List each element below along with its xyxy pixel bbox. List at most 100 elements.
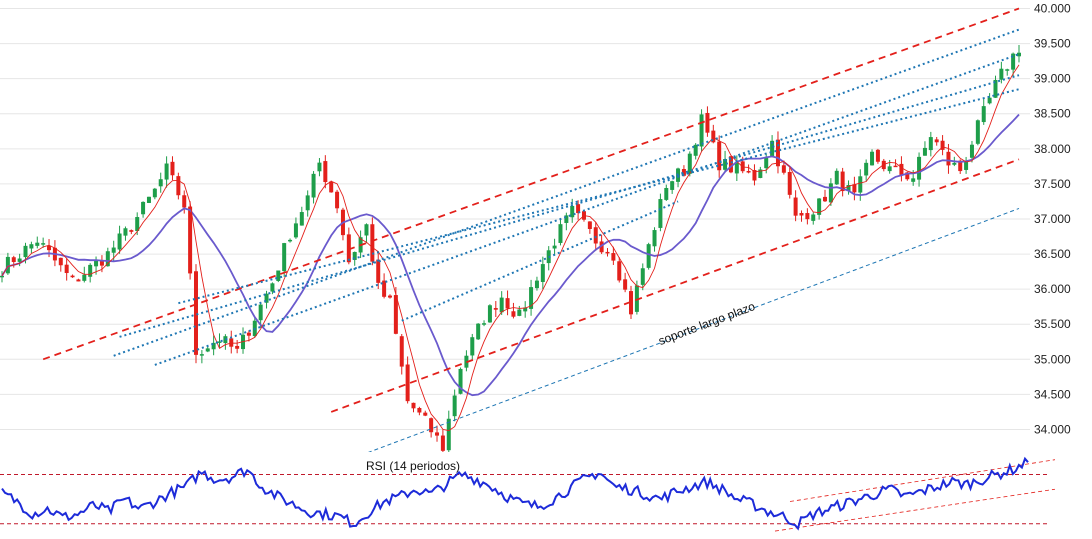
candle-body [282,243,287,272]
candle-body [552,245,557,249]
candle-body [740,161,745,172]
candle-body [276,270,281,281]
candle-body [752,170,757,181]
support-label: soporte largo plazo [657,299,758,348]
price-chart: 40.000 39.500 39.000 38.500 38.000 37.500 37.0… [0,2,1071,452]
candle-body [969,144,974,158]
candle-body [435,432,440,436]
candle-body [288,239,293,242]
candle-body [975,120,980,144]
y-tick-label: 34.000 [1034,422,1071,436]
candle-body [875,149,880,162]
parallel-line [178,88,1020,305]
y-tick-label: 39.000 [1034,72,1071,86]
y-tick-label: 38.500 [1034,107,1071,121]
candle-body [323,161,328,183]
candle-body [940,140,945,150]
candle-body [693,144,698,156]
rsi-title: RSI (14 periodos) [366,459,460,473]
candle-body [99,260,104,266]
candle-body [335,191,340,209]
candle-body [699,114,704,147]
candles [0,45,1021,452]
candle-body [811,214,816,221]
candle-body [417,408,422,413]
candle-body [217,341,222,343]
candle-body [529,287,534,309]
candle-body [105,251,110,267]
candle-body [235,345,240,349]
candle-body [182,195,187,208]
candle-body [617,261,622,281]
candle-body [781,165,786,173]
candle-body [393,295,398,334]
candle-body [511,311,516,317]
candle-body [999,68,1004,80]
candle-body [317,162,322,172]
candle-body [905,172,910,180]
candle-body [111,247,116,253]
candle-body [41,243,46,245]
candle-body [382,280,387,297]
y-tick-label: 35.500 [1034,317,1071,331]
candle-body [193,271,198,355]
y-tick-label: 36.000 [1034,282,1071,296]
candle-body [223,336,228,344]
candle-body [893,165,898,168]
candle-body [587,221,592,229]
candle-body [870,151,875,166]
candle-body [17,258,22,262]
candle-body [728,156,733,173]
candle-body [629,291,634,315]
candle-body [711,130,716,143]
candle-body [370,224,375,262]
candle-body [758,169,763,178]
channel-line-lower [330,158,1020,413]
y-tick-label: 36.500 [1034,247,1071,261]
candle-body [146,196,151,203]
candle-body [293,223,298,238]
parallel-line [113,28,1020,357]
candle-body [987,97,992,104]
candle-body [476,323,481,340]
candle-body [47,245,52,251]
candle-body [734,162,739,174]
candle-body [440,435,445,451]
candle-body [164,163,169,180]
candle-body [864,162,869,176]
candle-body [176,176,181,196]
candle-body [429,418,434,433]
candle-body [23,245,28,258]
candle-body [423,412,428,416]
candle-body [270,283,275,292]
candle-body [411,402,416,409]
candle-body [928,137,933,151]
candle-body [82,274,87,281]
candle-body [917,156,922,180]
candle-body [952,162,957,165]
candle-body [658,199,663,228]
candle-body [458,368,463,394]
candle-body [499,297,504,313]
candle-body [188,206,193,274]
candle-body [746,171,751,173]
candle-body [141,201,146,215]
candle-body [94,260,99,267]
candle-body [840,171,845,192]
candle-body [640,268,645,285]
candle-body [446,418,451,451]
candle-body [664,187,669,200]
candle-body [846,185,851,192]
y-tick-label: 39.500 [1034,37,1071,51]
candle-body [705,112,710,133]
parallel-line [119,74,1020,338]
candle-body [346,234,351,263]
candle-body [517,309,522,316]
candle-body [405,364,410,402]
candle-body [352,251,357,260]
parallel-line [154,53,1020,366]
candle-body [129,230,134,232]
candle-body [540,264,545,282]
candle-body [899,163,904,175]
